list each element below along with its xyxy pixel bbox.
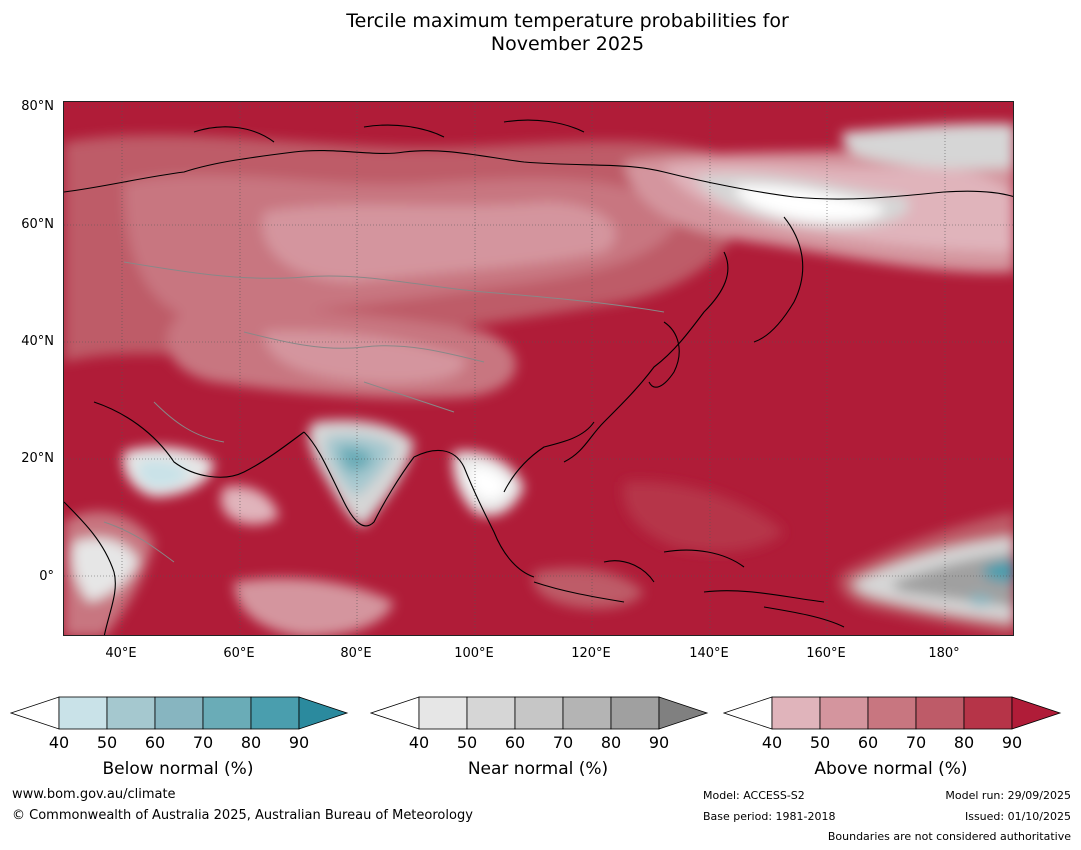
tick-label: 60 [857,733,879,752]
colorbar-above [723,696,1062,730]
colorbar-below [10,696,349,730]
colorbar-extend-low [723,696,773,730]
lat-label: 40°N [21,334,54,349]
colorbar-segment [562,696,612,730]
tick-label: 70 [552,733,574,752]
base-period: Base period: 1981-2018 [703,810,836,823]
lon-label: 140°E [689,646,729,661]
tick-label: 90 [648,733,670,752]
copyright: © Commonwealth of Australia 2025, Austra… [12,808,473,823]
chart-title: Tercile maximum temperature probabilitie… [0,10,1081,56]
colorbar-segment [154,696,204,730]
colorbar-segment [58,696,108,730]
website-link[interactable]: www.bom.gov.au/climate [12,787,176,802]
lon-label: 160°E [806,646,846,661]
colorbar-segment [915,696,965,730]
coastlines [64,119,1013,635]
tick-label: 80 [240,733,262,752]
colorbar-extend-high [1011,696,1062,730]
title-line-1: Tercile maximum temperature probabilitie… [346,10,789,32]
tick-label: 90 [1001,733,1023,752]
model-info: Model: ACCESS-S2 [703,789,805,802]
tick-label: 60 [144,733,166,752]
colorbar-extend-low [370,696,420,730]
tick-label: 40 [408,733,430,752]
graticule [64,102,1013,635]
boundary-disclaimer: Boundaries are not considered authoritat… [827,830,1071,843]
colorbar-segment [771,696,821,730]
map-canvas [64,102,1013,635]
tick-label: 80 [600,733,622,752]
colorbar-segment [106,696,156,730]
lon-label: 120°E [571,646,611,661]
lon-label: 60°E [223,646,255,661]
colorbar-segment [514,696,564,730]
colorbar-segment [963,696,1013,730]
colorbar-extend-low [10,696,60,730]
colorbar-segment [466,696,516,730]
lon-label: 40°E [105,646,137,661]
colorbar-segment [610,696,660,730]
lon-label: 100°E [454,646,494,661]
title-line-2: November 2025 [490,33,645,55]
model-run: Model run: 29/09/2025 [945,789,1071,802]
probability-map [63,101,1014,636]
tick-label: 80 [953,733,975,752]
probability-shading [64,123,1013,635]
colorbar-extend-high [658,696,709,730]
colorbar-extend-high [298,696,349,730]
colorbar-label-below: Below normal (%) [102,759,254,779]
tick-label: 90 [288,733,310,752]
colorbar-label-above: Above normal (%) [814,759,968,779]
lat-label: 20°N [21,451,54,466]
issued-date: Issued: 01/10/2025 [964,810,1071,823]
tick-label: 70 [192,733,214,752]
lat-label: 80°N [21,99,54,114]
lat-label: 0° [39,569,54,584]
tick-label: 40 [48,733,70,752]
tick-label: 40 [761,733,783,752]
colorbar-segment [418,696,468,730]
colorbar-label-near: Near normal (%) [467,759,609,779]
colorbar-segment [819,696,869,730]
tick-label: 50 [809,733,831,752]
boundaries [103,261,665,563]
tick-label: 60 [504,733,526,752]
tick-label: 50 [96,733,118,752]
lat-label: 60°N [21,217,54,232]
tick-label: 70 [905,733,927,752]
colorbar-segment [250,696,300,730]
colorbar-segment [202,696,252,730]
lon-label: 80°E [340,646,372,661]
colorbar-near [370,696,709,730]
lon-label: 180° [928,646,960,661]
tick-label: 50 [456,733,478,752]
colorbar-segment [867,696,917,730]
